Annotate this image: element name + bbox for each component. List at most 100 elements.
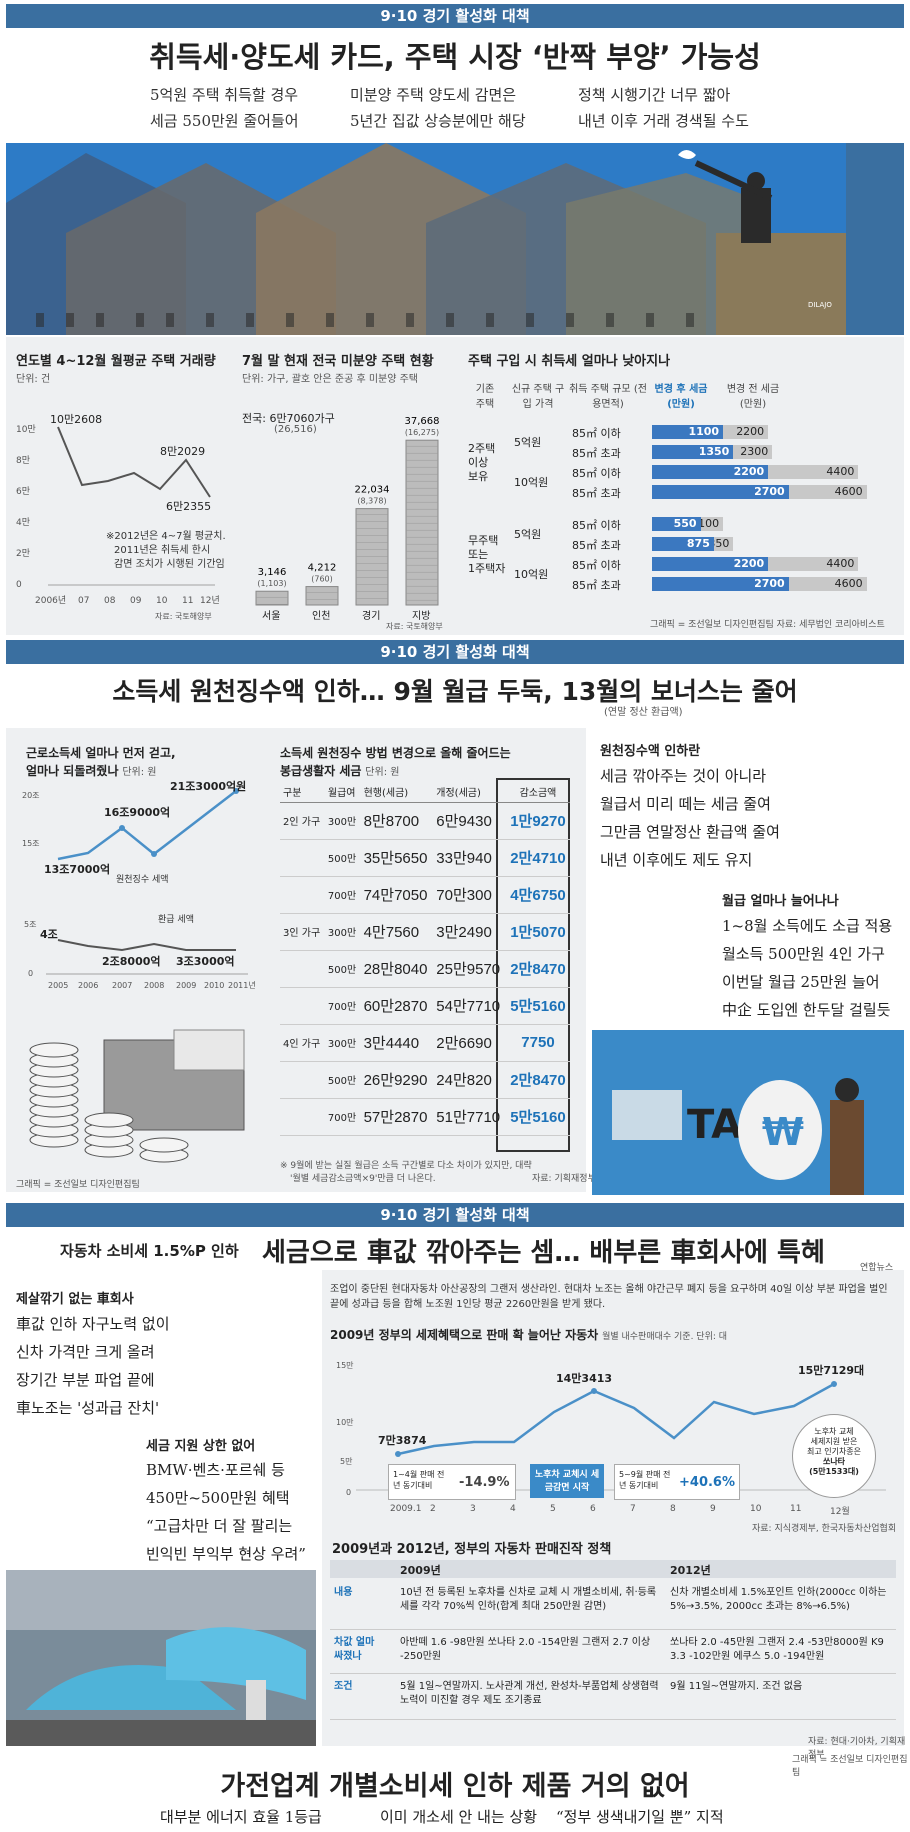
footer-sub-3: “정부 생색내기일 뿐” 지적: [556, 1808, 724, 1826]
footer-headline: 가전업계 개별소비세 인하 제품 거의 없어: [220, 1771, 690, 1802]
section2-income-tax-chart: 20조 15조 5조 0 21조3000억원 16조9000억 13조7000억 원천…: [22, 780, 256, 990]
policy-source: 자료: 현대·기아차, 기획재정부: [808, 1737, 906, 1760]
sonata-bubble: 노후차 교체 세제지원 받은 최고 인기차종은 쏘나타 (5만1533대): [792, 1414, 876, 1498]
chart2-unit: 단위: 가구, 괄호 안은 준공 후 미분양 주택: [242, 374, 418, 385]
tax-table-title-1: 소득세 원천징수 방법 변경으로 올해 줄어드는: [280, 746, 511, 760]
car-chart-xtick: 11: [790, 1504, 802, 1514]
section2-headline-note: (연말 정산 환급액): [604, 707, 683, 718]
svg-text:15만7129대: 15만7129대: [798, 1363, 864, 1377]
tax-table-row: 700만 60만2870 54만7710 5만5160: [280, 987, 570, 1025]
svg-text:12년: 12년: [200, 595, 220, 606]
side-lines-2: 1~8월 소득에도 소급 적용 월소득 500만원 4인 가구 이번달 월급 25…: [722, 917, 893, 1019]
unsold-value-3: 37,668: [405, 416, 440, 427]
car-chart-xtick: 12월: [830, 1507, 850, 1517]
svg-text:2006년: 2006년: [35, 595, 66, 606]
svg-text:15조: 15조: [22, 839, 40, 848]
chart2-total-sub: (26,516): [274, 424, 317, 435]
svg-text:14만3413: 14만3413: [556, 1371, 612, 1385]
chart1-line-chart: 0 2만 4만 6만 8만 10만 10만2608 8만2029 6만2355 ※201…: [16, 413, 225, 620]
acq-row: 85㎡ 초과 1350 875: [468, 534, 898, 554]
chart1-label-2011: 8만2029: [160, 445, 205, 458]
policy-row: 차값 얼마 싸졌나 아반떼 1.6 -98만원 쏘나타 2.0 -154만원 그랜…: [330, 1630, 896, 1674]
unsold-value-2: 22,034: [355, 485, 390, 496]
section1-headline: 취득세·양도세 카드, 주택 시장 ‘반짝 부양’ 가능성: [149, 40, 761, 74]
car-chart-xtick: 7: [630, 1504, 636, 1514]
svg-text:20조: 20조: [22, 791, 40, 800]
side-title-2: 월급 얼마나 늘어나나: [722, 894, 839, 909]
svg-text:3조3000억: 3조3000억: [176, 955, 235, 968]
car-sales-chart-title: 2009년 정부의 세제혜택으로 판매 확 늘어난 자동차 월별 내수판매대수 …: [330, 1328, 728, 1342]
tax-table-row: 500만 28만8040 25만9570 2만8470: [280, 950, 570, 988]
section3-panel: [322, 1270, 904, 1746]
svg-text:08: 08: [104, 596, 116, 606]
tax-table-source: 자료: 기획재정부: [532, 1174, 596, 1184]
footer-sub-2: 이미 개소세 안 내는 상황: [380, 1808, 538, 1826]
section3-credit: 그래픽 = 조선일보 디자인편집팀: [792, 1755, 908, 1778]
photo-credit: 연합뉴스: [860, 1263, 894, 1273]
svg-text:10만: 10만: [16, 424, 36, 435]
section3-left-title-1: 제살깎기 없는 車회사: [16, 1292, 134, 1307]
tax-table-row: 4인 가구 300만 3만4440 2만6690 7750: [280, 1024, 570, 1062]
svg-text:0: 0: [16, 580, 22, 590]
unsold-sub-0: (1,103): [257, 579, 286, 588]
svg-text:2만: 2만: [16, 548, 30, 559]
tax-table-row: 500만 26만9290 24만820 2만8470: [280, 1061, 570, 1099]
acq-bar-after: 1100: [652, 425, 724, 439]
unsold-sub-1: (760): [311, 575, 333, 584]
tax-table-head: 개정(세금): [433, 782, 506, 803]
stat-box-policy-start: 노후차 교체시 세금감면 시작: [530, 1464, 604, 1498]
car-chart-xtick: 5: [550, 1504, 556, 1514]
chart3-column-heads: 기존 주택 신규 주택 구입 가격 취득 주택 규모 (전용면적) 변경 후 세…: [475, 384, 780, 410]
svg-text:07: 07: [78, 596, 89, 606]
unsold-sub-3: (16,275): [405, 428, 439, 437]
section2-chart-title-2: 얼마나 되돌려줬나 단위: 원: [26, 764, 157, 778]
chart1-title: 연도별 4~12월 월평균 주택 거래량: [16, 354, 216, 369]
section1-sub-1: 5억원 주택 취득할 경우 세금 550만원 줄어들어: [150, 86, 299, 130]
coins-wallet-illustration: [29, 1029, 245, 1163]
svg-text:7만3874: 7만3874: [378, 1433, 427, 1447]
chart2-bar-chart: 3,146(1,103) 4,212(760) 22,034(8,378) 37,66…: [255, 416, 443, 630]
tax-table-head: 월급여: [324, 782, 361, 803]
svg-text:10만: 10만: [336, 1418, 354, 1427]
acq-bar-after: 550: [652, 517, 701, 531]
section3-left-lines-1: 車값 인하 자구노력 없이 신차 가격만 크게 올려 장기간 부분 파업 끝에 車노…: [16, 1315, 170, 1417]
tax-table-row: 2인 가구 300만 8만8700 6만9430 1만9270: [280, 802, 570, 840]
section1-sub-3: 정책 시행기간 너무 짧아 내년 이후 거래 경색될 수도: [578, 86, 749, 130]
policy-row: 내용 10년 전 등록된 노후차를 신차로 교체 시 개별소비세, 취·등록세를 …: [330, 1580, 896, 1630]
car-chart-xtick: 6: [590, 1504, 596, 1514]
car-chart-source: 자료: 지식경제부, 한국자동차산업협회: [752, 1524, 897, 1534]
income-tax-label-2011: 21조3000억원: [170, 780, 246, 793]
svg-text:인천: 인천: [312, 610, 330, 622]
acq-bar-after: 2200: [652, 465, 769, 479]
acq-row: 10억원 85㎡ 이하 4400 2200: [468, 462, 898, 489]
unsold-value-0: 3,146: [258, 567, 287, 578]
chart1-label-2006: 10만2608: [50, 413, 102, 426]
section1-header: 9·10 경기 활성화 대책: [6, 4, 904, 28]
stat-box-jan-apr: 1~4월 판매 전년 동기대비 -14.9%: [388, 1464, 516, 1500]
acq-group-1: 무주택 또는 1주택자: [468, 534, 506, 575]
tax-table-head: 구분: [280, 782, 325, 803]
acq-row: 85㎡ 초과 2300 1350: [468, 442, 898, 462]
policy-table-title: 2009년과 2012년, 정부의 자동차 판매진작 정책: [332, 1542, 612, 1557]
section3-left-lines-2: BMW·벤츠·포르쉐 등 450만~500만원 혜택 “고급차만 더 잘 팔리는 빈…: [146, 1461, 306, 1563]
tax-table-row: 700만 74만7050 70만300 4만6750: [280, 876, 570, 914]
svg-text:8만: 8만: [16, 455, 30, 466]
svg-text:0: 0: [346, 1488, 351, 1497]
section2-headline: 소득세 원천징수액 인하… 9월 월급 두둑, 13월의 보너스는 줄어: [112, 677, 798, 706]
tax-table-row: 700만 57만2870 51만7710 5만5160: [280, 1098, 570, 1136]
acq-row: 85㎡ 초과 4600 2700: [468, 574, 898, 594]
acq-bar-after: 875: [652, 537, 714, 551]
chart1-source: 자료: 국토해양부: [155, 611, 212, 620]
factory-photo: [6, 1570, 316, 1746]
tax-illustration: TAX ₩: [592, 1030, 904, 1195]
car-chart-xtick: 9: [710, 1504, 716, 1514]
chart1-note-1: ※2012년은 4~7월 평균치.: [106, 530, 225, 542]
tax-table-note-2: '월별 세금감소금액×9'만큼 더 나온다.: [290, 1174, 436, 1184]
section1-sub-2: 미분양 주택 양도세 감면은 5년간 집값 상승분에만 해당: [350, 86, 526, 130]
svg-text:2007: 2007: [112, 981, 132, 990]
section3-kicker: 자동차 소비세 1.5%P 인하: [60, 1242, 239, 1260]
chart2-total: 전국: 6만7060가구: [242, 412, 335, 425]
policy-table-head: 2009년 2012년: [330, 1560, 896, 1578]
svg-text:5만: 5만: [340, 1457, 353, 1466]
chart1-note-2: 2011년은 취득세 한시: [114, 544, 210, 556]
